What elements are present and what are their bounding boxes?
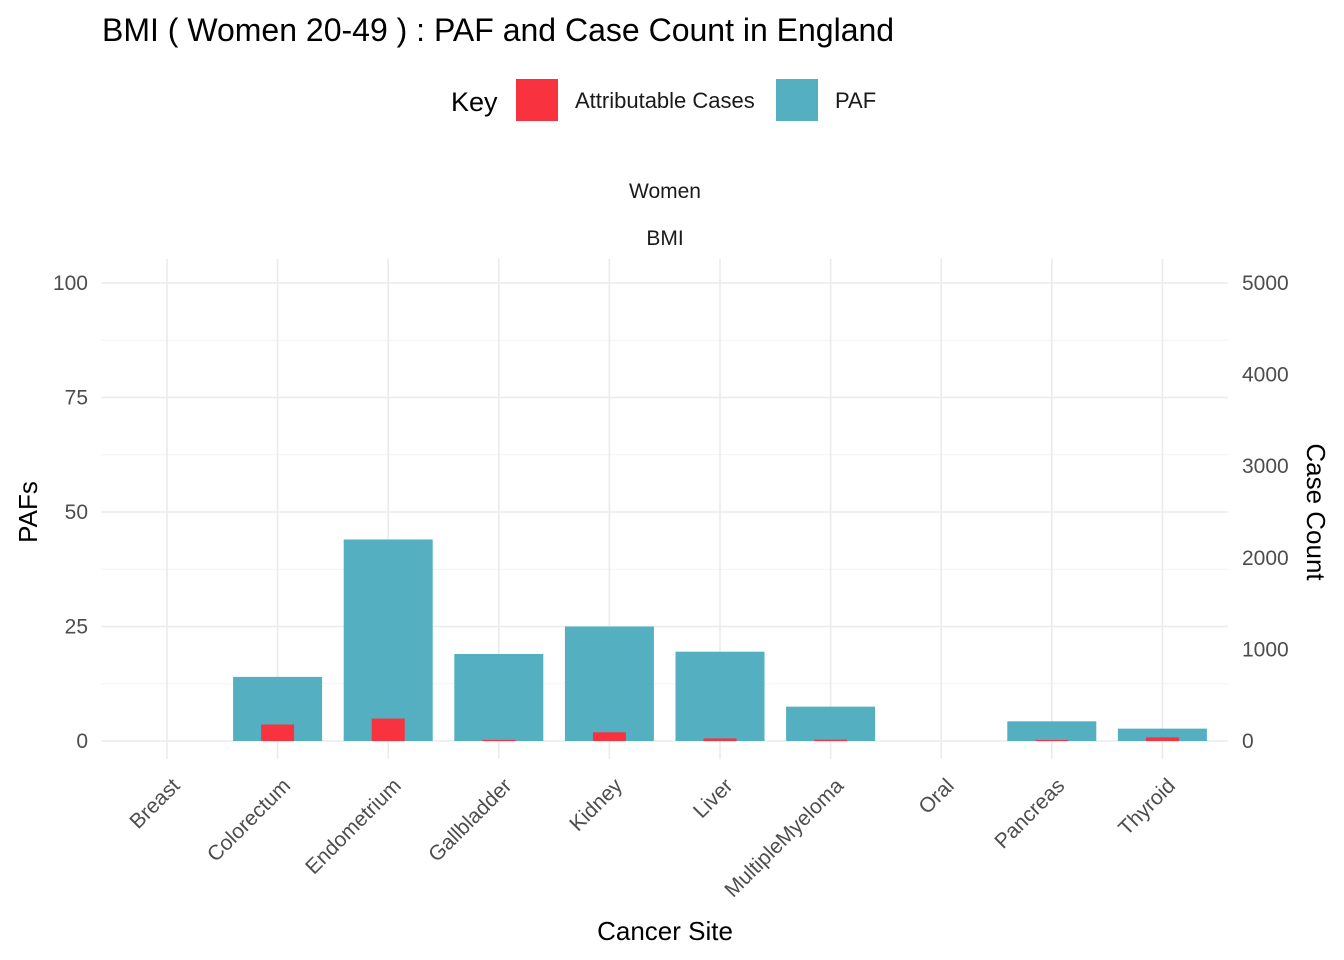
bar-cases-endometrium (371, 718, 405, 741)
legend-label-attributable-cases: Attributable Cases (575, 88, 755, 113)
y2-tick-label: 1000 (1242, 638, 1289, 661)
bar-paf-endometrium (343, 539, 433, 741)
legend-label-paf: PAF (835, 88, 876, 113)
y2-tick-label: 4000 (1242, 364, 1289, 387)
y-tick-label: 25 (65, 616, 88, 639)
x-tick-label-endometrium: Endometrium (301, 774, 406, 879)
x-tick-label-breast: Breast (125, 774, 184, 833)
x-tick-label-colorectum: Colorectum (203, 774, 295, 866)
y-tick-label: 0 (76, 730, 88, 753)
bar-paf-gallbladder (454, 653, 544, 741)
bar-cases-gallbladder (482, 739, 516, 741)
legend-title: Key (451, 87, 498, 117)
bar-cases-thyroid (1145, 737, 1179, 741)
y2-tick-label: 2000 (1242, 547, 1289, 570)
legend: Key Attributable Cases PAF (451, 79, 876, 121)
bar-cases-liver (703, 738, 737, 741)
bar-cases-colorectum (261, 724, 295, 741)
x-tick-label-oral: Oral (914, 774, 958, 818)
x-axis-ticks: Breast Colorectum Endometrium Gallbladder Ki… (125, 774, 1180, 902)
bar-paf-kidney (564, 626, 654, 741)
legend-swatch-paf (776, 79, 818, 121)
y-axis-title: PAFs (13, 481, 43, 543)
y-tick-label: 75 (65, 387, 88, 410)
attributable-cases-bars (261, 718, 1179, 741)
bar-cases-pancreas (1035, 739, 1069, 741)
y-axis-left-ticks: 0 25 50 75 100 (53, 272, 88, 753)
y-tick-label: 100 (53, 272, 88, 295)
bar-paf-liver (675, 651, 765, 741)
bar-cases-multiplemyeloma (814, 739, 848, 741)
y2-tick-label: 5000 (1242, 272, 1289, 295)
x-tick-label-gallbladder: Gallbladder (424, 774, 516, 866)
paf-bars (233, 539, 1207, 741)
bar-cases-kidney (592, 732, 626, 741)
x-tick-label-pancreas: Pancreas (990, 774, 1069, 853)
y2-axis-title: Case Count (1301, 443, 1331, 581)
x-tick-label-thyroid: Thyroid (1114, 774, 1180, 840)
y2-tick-label: 3000 (1242, 455, 1289, 478)
bar-paf-pancreas (1007, 721, 1097, 741)
x-tick-label-kidney: Kidney (565, 774, 627, 836)
x-tick-label-multiplemyeloma: MultipleMyeloma (720, 774, 848, 902)
y2-tick-label: 0 (1242, 730, 1254, 753)
facet-strip-bmi: BMI (646, 227, 683, 250)
legend-swatch-attributable-cases (516, 79, 558, 121)
facet-strip-women: Women (629, 180, 701, 203)
x-axis-title: Cancer Site (597, 916, 733, 946)
chart-title: BMI ( Women 20-49 ) : PAF and Case Count… (102, 12, 894, 48)
y-axis-right-ticks: 0 1000 2000 3000 4000 5000 (1242, 272, 1289, 753)
bar-paf-thyroid (1117, 728, 1207, 741)
bar-paf-multiplemyeloma (786, 706, 876, 741)
y-tick-label: 50 (65, 501, 88, 524)
x-tick-label-liver: Liver (689, 774, 737, 822)
